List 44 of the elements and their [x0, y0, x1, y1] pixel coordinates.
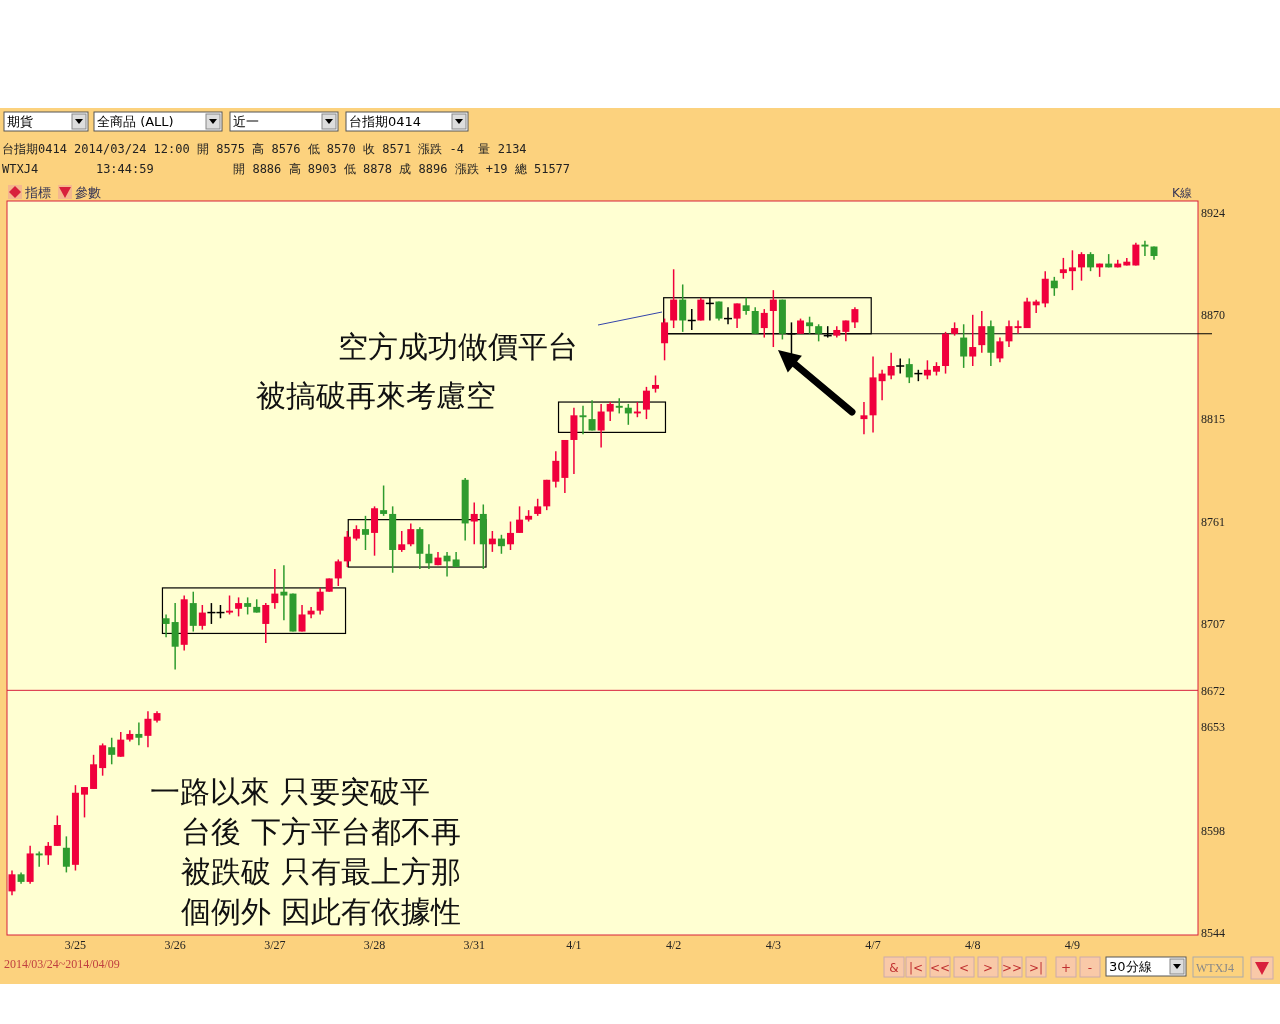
- x-tick-label: 3/26: [164, 938, 186, 952]
- text: 全商品 (ALL): [97, 114, 174, 129]
- text: +: [1060, 961, 1072, 975]
- x-tick-label: 4/7: [865, 938, 881, 952]
- text: 台指期0414 2014/03/24 12:00 開 8575 高 8576 低 8570 收 8571 漲跌 -4 量 2134: [2, 142, 527, 156]
- x-tick-label: 4/8: [965, 938, 981, 952]
- y-tick-label: 8544: [1201, 926, 1225, 941]
- text: >: [982, 961, 994, 975]
- x-tick-label: 3/25: [64, 938, 87, 952]
- y-tick-label: 8707: [1201, 617, 1225, 632]
- y-tick-label: 8815: [1201, 412, 1225, 427]
- text: <: [958, 961, 970, 975]
- x-tick-label: 3/31: [463, 938, 485, 952]
- text: &: [889, 961, 899, 975]
- text: K線: [1172, 186, 1192, 200]
- y-tick-label: 8598: [1201, 823, 1225, 838]
- text: 近一: [233, 114, 259, 129]
- text: <<: [929, 961, 951, 975]
- text: 台指期0414: [349, 114, 422, 129]
- text: 參數: [75, 185, 101, 200]
- y-tick-label: 8870: [1201, 308, 1225, 322]
- text: WTXJ4: [1196, 961, 1234, 975]
- y-tick-label: 8924: [1201, 205, 1225, 220]
- text: 指標: [24, 185, 51, 200]
- text: 30分線: [1109, 959, 1152, 974]
- y-tick-label: 8761: [1201, 514, 1225, 529]
- text: |<: [908, 961, 924, 975]
- annotation: 空方成功做價平台: [338, 329, 578, 364]
- x-tick-label: 4/9: [1064, 938, 1081, 952]
- text: WTXJ4 13:44:59 開 8886 高 8903 低 8878 成 8896 漲跌 +19 總 51577: [2, 162, 571, 176]
- x-tick-label: 3/28: [363, 938, 386, 952]
- annotation: 一路以來 只要突破平台後 下方平台都不再被跌破 只有最上方那個例外 因此有依據性: [150, 774, 461, 929]
- x-tick-label: 4/2: [665, 938, 682, 952]
- x-tick-label: 4/3: [765, 938, 782, 952]
- text: >|: [1028, 961, 1044, 975]
- y-tick-label: 8653: [1201, 719, 1225, 734]
- text: 期貨: [7, 114, 33, 129]
- text: >>: [1001, 961, 1023, 975]
- x-tick-label: 3/27: [264, 938, 286, 952]
- annotation: 被搞破再來考慮空: [256, 378, 496, 413]
- text: -: [1087, 961, 1093, 975]
- y-tick-label: 8672: [1201, 683, 1225, 698]
- x-tick-label: 4/1: [566, 938, 582, 952]
- text: 2014/03/24~2014/04/09: [4, 957, 120, 971]
